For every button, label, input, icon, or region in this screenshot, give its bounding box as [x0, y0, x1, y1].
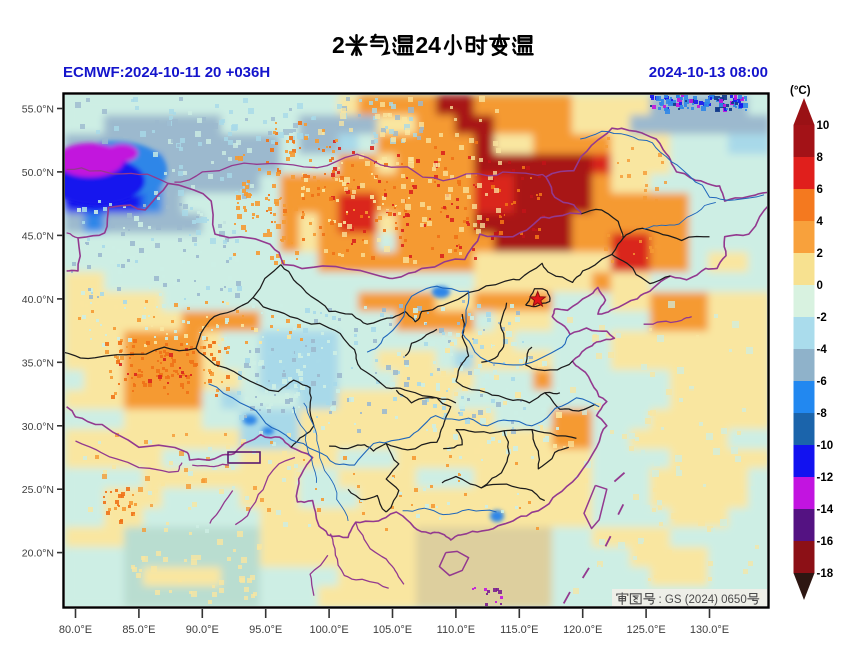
svg-text:-14: -14: [817, 504, 834, 516]
svg-text:55.0°N: 55.0°N: [22, 104, 54, 116]
svg-text:-6: -6: [817, 376, 827, 388]
svg-text:30.0°N: 30.0°N: [22, 421, 54, 433]
svg-text:115.0°E: 115.0°E: [500, 624, 538, 636]
svg-text:-8: -8: [817, 408, 828, 420]
svg-text:6: 6: [817, 184, 823, 196]
svg-text:-2: -2: [817, 312, 827, 324]
svg-text:2024-10-13 08:00: 2024-10-13 08:00: [649, 64, 768, 81]
svg-text:120.0°E: 120.0°E: [563, 624, 602, 636]
svg-text:4: 4: [817, 216, 824, 228]
svg-text:2: 2: [817, 248, 823, 260]
svg-text:10: 10: [817, 120, 830, 132]
svg-text:: GS (2024) 0650: : GS (2024) 0650: [659, 594, 747, 606]
svg-text:25.0°N: 25.0°N: [22, 484, 54, 496]
svg-text:50.0°N: 50.0°N: [22, 167, 54, 179]
svg-text:35.0°N: 35.0°N: [22, 357, 54, 369]
svg-text:ECMWF:2024-10-11 20 +036H: ECMWF:2024-10-11 20 +036H: [63, 64, 270, 81]
svg-text:0: 0: [817, 280, 823, 292]
svg-text:110.0°E: 110.0°E: [437, 624, 475, 636]
svg-text:-18: -18: [817, 568, 834, 580]
svg-text:40.0°N: 40.0°N: [22, 294, 54, 306]
svg-text:90.0°E: 90.0°E: [186, 624, 219, 636]
svg-text:85.0°E: 85.0°E: [122, 624, 155, 636]
svg-text:130.0°E: 130.0°E: [690, 624, 729, 636]
svg-text:105.0°E: 105.0°E: [373, 624, 412, 636]
svg-text:125.0°E: 125.0°E: [626, 624, 665, 636]
svg-text:-10: -10: [817, 440, 834, 452]
svg-text:8: 8: [817, 152, 824, 164]
svg-text:-12: -12: [817, 472, 834, 484]
svg-text:2: 2: [332, 32, 345, 58]
svg-text:100.0°E: 100.0°E: [309, 624, 348, 636]
svg-text:95.0°E: 95.0°E: [249, 624, 282, 636]
svg-text:24: 24: [415, 32, 441, 58]
svg-text:20.0°N: 20.0°N: [22, 548, 54, 560]
svg-text:-4: -4: [817, 344, 828, 356]
svg-text:45.0°N: 45.0°N: [22, 230, 54, 242]
svg-text:-16: -16: [817, 536, 834, 548]
svg-text:(°C): (°C): [790, 85, 811, 97]
svg-text:80.0°E: 80.0°E: [59, 624, 92, 636]
